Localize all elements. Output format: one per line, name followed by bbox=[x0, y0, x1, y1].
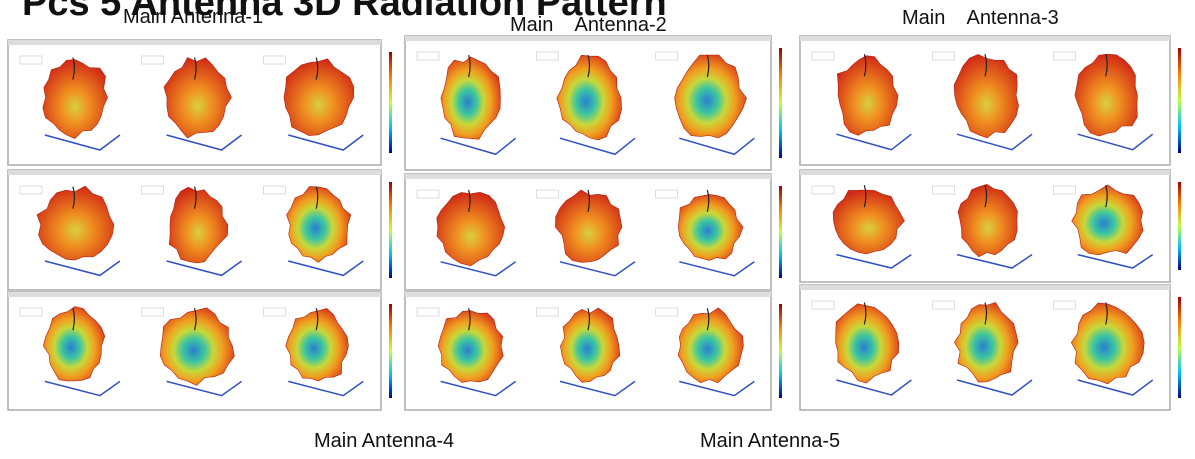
frame-bar bbox=[8, 292, 381, 297]
colorbar bbox=[779, 304, 782, 398]
footer-label: Main Antenna-4 bbox=[314, 430, 454, 453]
panel-label: Main Antenna-2 bbox=[510, 14, 667, 37]
slide: Pcs 5 Antenna 3D Radiation Pattern Main … bbox=[0, 0, 1195, 459]
frame-bar bbox=[800, 170, 1170, 175]
colorbar bbox=[389, 52, 392, 153]
panel-label: Main Antenna-3 bbox=[902, 7, 1059, 30]
frame-bar bbox=[800, 285, 1170, 290]
frame-bar bbox=[8, 40, 381, 45]
colorbar bbox=[779, 48, 782, 158]
footer-label: Main Antenna-5 bbox=[700, 430, 840, 453]
frame-bar bbox=[800, 36, 1170, 41]
colorbar bbox=[1178, 297, 1181, 398]
frame-bar bbox=[405, 174, 771, 179]
colorbar bbox=[1178, 182, 1181, 270]
plots bbox=[0, 0, 1195, 459]
colorbar bbox=[389, 304, 392, 398]
panel-label: Main Antenna-1 bbox=[123, 6, 263, 29]
frame-bar bbox=[405, 292, 771, 297]
frame-bar bbox=[8, 170, 381, 175]
colorbar bbox=[389, 182, 392, 278]
colorbar bbox=[1178, 48, 1181, 153]
colorbar bbox=[779, 186, 782, 278]
